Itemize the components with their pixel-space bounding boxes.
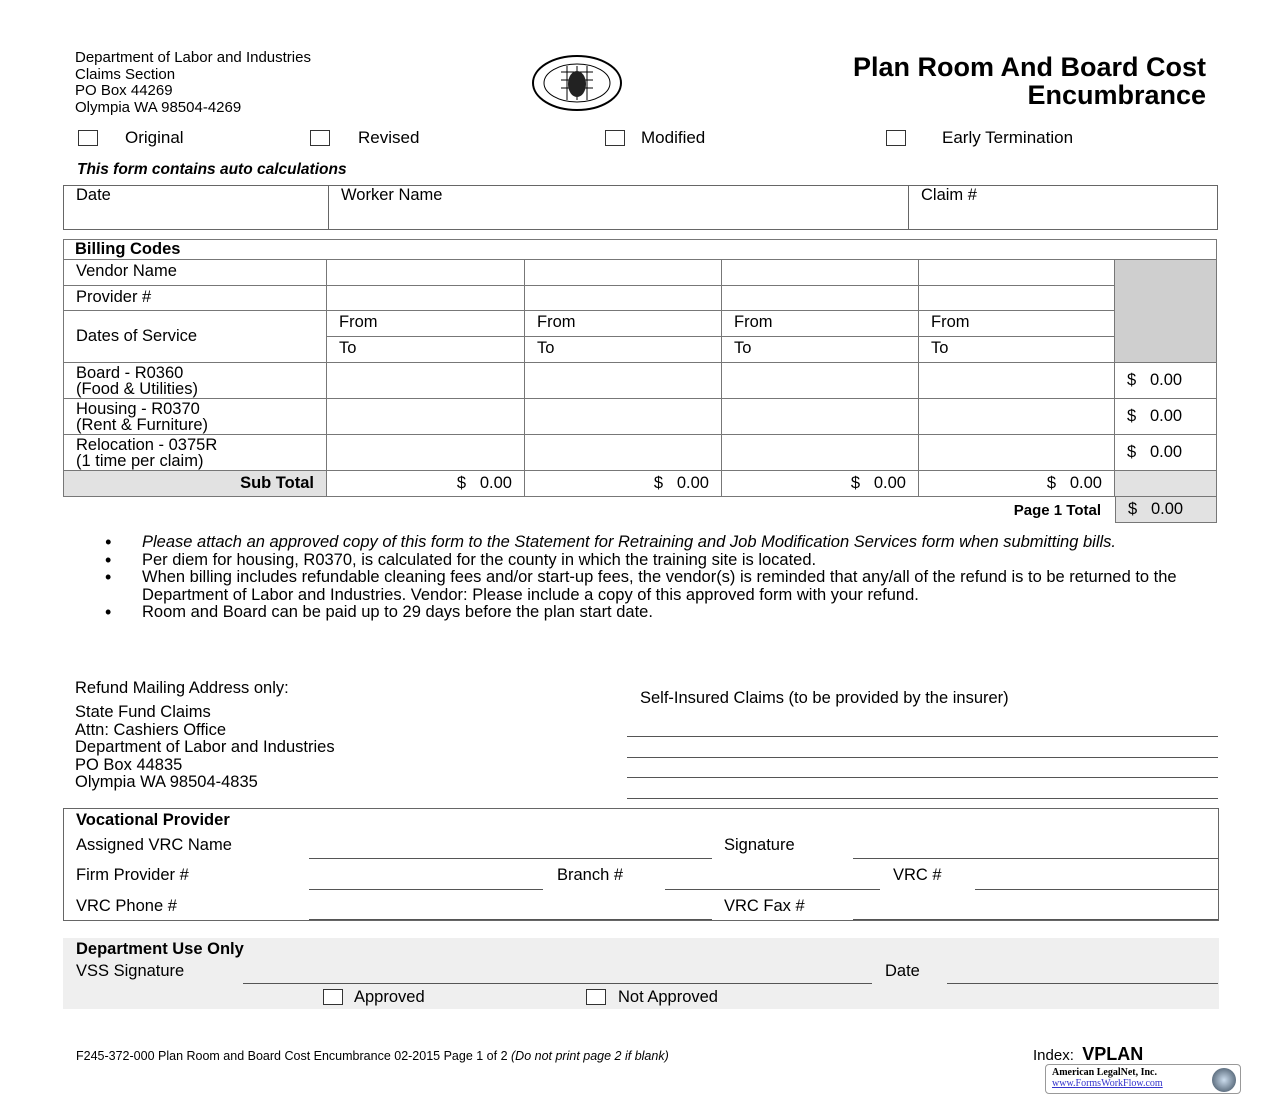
vrc-fax-input[interactable] (853, 919, 1218, 920)
amount-input[interactable] (919, 399, 1115, 435)
claim-info-box (63, 185, 1218, 230)
vrc-number-input[interactable] (975, 889, 1218, 890)
from-date-input[interactable]: From (722, 311, 919, 337)
modified-label: Modified (641, 128, 706, 147)
page-total-value: $ 0.00 (1115, 497, 1217, 523)
shaded-cell (1115, 471, 1217, 497)
dept-date-input[interactable] (947, 983, 1218, 984)
form-footer: F245-372-000 Plan Room and Board Cost En… (76, 1049, 669, 1063)
from-date-input[interactable]: From (919, 311, 1115, 337)
self-insured-heading: Self-Insured Claims (to be provided by t… (640, 689, 1009, 707)
from-date-input[interactable]: From (327, 311, 525, 337)
worker-name-field[interactable]: Worker Name (341, 186, 443, 204)
american-legalnet-logo[interactable]: American LegalNet, Inc. www.FormsWorkFlow… (1045, 1064, 1241, 1094)
original-checkbox[interactable] (78, 130, 98, 146)
amount-input[interactable] (525, 363, 722, 399)
self-insured-line[interactable] (627, 736, 1218, 737)
revised-checkbox[interactable] (310, 130, 330, 146)
early-termination-label: Early Termination (942, 128, 1074, 147)
page-total-label: Page 1 Total (1013, 502, 1101, 519)
provider-number-input[interactable] (722, 286, 919, 311)
not-approved-checkbox[interactable] (586, 989, 606, 1005)
amount-input[interactable] (722, 363, 919, 399)
to-date-input[interactable]: To (327, 337, 525, 363)
amount-input[interactable] (722, 399, 919, 435)
modified-checkbox[interactable] (605, 130, 625, 146)
provider-number-input[interactable] (525, 286, 722, 311)
billing-row-label: Housing - R0370 (Rent & Furniture) (63, 399, 327, 435)
amount-input[interactable] (919, 363, 1115, 399)
to-date-input[interactable]: To (722, 337, 919, 363)
vrc-name-input[interactable] (309, 858, 712, 859)
from-date-input[interactable]: From (525, 311, 722, 337)
vocational-provider-section (63, 808, 1219, 921)
date-field[interactable]: Date (76, 186, 111, 204)
approved-checkbox[interactable] (323, 989, 343, 1005)
vendor-name-label: Vendor Name (63, 260, 327, 286)
signature-input[interactable] (853, 858, 1218, 859)
form-title: Plan Room And Board Cost Encumbrance (852, 52, 1206, 110)
provider-number-input[interactable] (919, 286, 1115, 311)
vendor-name-input[interactable] (722, 260, 919, 286)
vrc-phone-input[interactable] (309, 919, 712, 920)
amount-input[interactable] (525, 399, 722, 435)
instructions-list: Please attach an approved copy of this f… (105, 533, 1205, 622)
vendor-name-input[interactable] (919, 260, 1115, 286)
provider-number-input[interactable] (327, 286, 525, 311)
amount-input[interactable] (327, 435, 525, 471)
to-date-input[interactable]: To (919, 337, 1115, 363)
subtotal-value: $ 0.00 (919, 471, 1115, 497)
firm-provider-input[interactable] (309, 889, 543, 890)
branch-input[interactable] (665, 889, 880, 890)
shaded-cell (1115, 260, 1217, 363)
row-total: $ 0.00 (1115, 363, 1217, 399)
to-date-input[interactable]: To (525, 337, 722, 363)
amount-input[interactable] (525, 435, 722, 471)
refund-heading: Refund Mailing Address only: (75, 679, 289, 697)
subtotal-value: $ 0.00 (525, 471, 722, 497)
globe-icon (1212, 1068, 1236, 1092)
state-seal-icon (532, 55, 622, 111)
amount-input[interactable] (919, 435, 1115, 471)
subtotal-value: $ 0.00 (722, 471, 919, 497)
row-total: $ 0.00 (1115, 435, 1217, 471)
dates-of-service-label: Dates of Service (63, 311, 327, 363)
provider-number-label: Provider # (63, 286, 327, 311)
subtotal-value: $ 0.00 (327, 471, 525, 497)
row-total: $ 0.00 (1115, 399, 1217, 435)
agency-address: Department of Labor and Industries Claims… (75, 49, 311, 116)
index: Index: VPLAN (1033, 1044, 1144, 1064)
vss-signature-input[interactable] (243, 983, 872, 984)
claim-number-field[interactable]: Claim # (921, 186, 977, 204)
vendor-name-input[interactable] (525, 260, 722, 286)
early-termination-checkbox[interactable] (886, 130, 906, 146)
billing-row-label: Relocation - 0375R (1 time per claim) (63, 435, 327, 471)
revised-label: Revised (358, 128, 420, 147)
billing-row-label: Board - R0360 (Food & Utilities) (63, 363, 327, 399)
auto-calc-note: This form contains auto calculations (77, 161, 347, 178)
amount-input[interactable] (327, 399, 525, 435)
billing-codes-heading: Billing Codes (63, 239, 1217, 260)
vendor-name-input[interactable] (327, 260, 525, 286)
refund-address: State Fund Claims Attn: Cashiers Office De… (75, 703, 335, 791)
department-use-section (63, 938, 1219, 1009)
amount-input[interactable] (722, 435, 919, 471)
subtotal-label: Sub Total (63, 471, 327, 497)
original-label: Original (125, 128, 184, 147)
self-insured-line[interactable] (627, 757, 1218, 758)
self-insured-line[interactable] (627, 798, 1218, 799)
amount-input[interactable] (327, 363, 525, 399)
self-insured-line[interactable] (627, 777, 1218, 778)
